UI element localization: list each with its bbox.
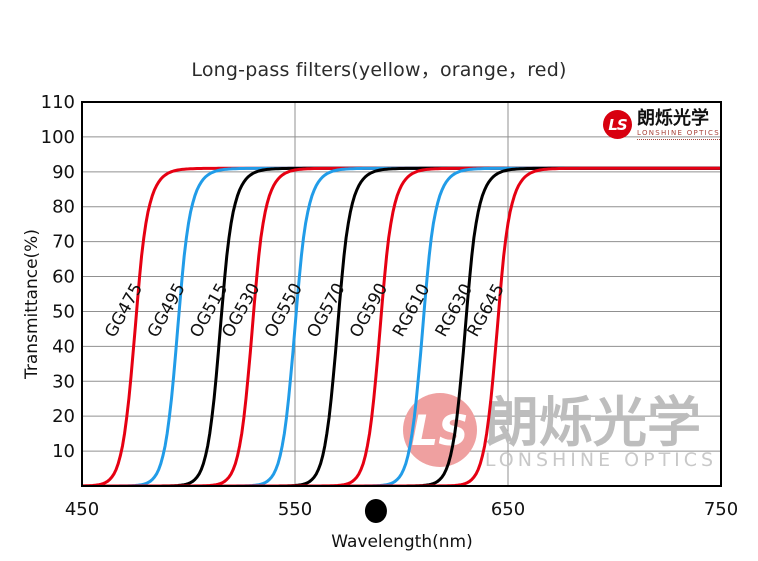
curve-label-GG475: GG475 (101, 280, 147, 341)
y-tick-100: 100 (41, 127, 75, 148)
y-tick-30: 30 (52, 371, 75, 392)
y-tick-80: 80 (52, 197, 75, 218)
brand-logo-icon: LS (603, 110, 632, 139)
brand-logo: LS 朗烁光学 LONSHINE OPTICS (603, 108, 720, 140)
plot-border (81, 101, 722, 487)
y-tick-20: 20 (52, 406, 75, 427)
curve-label-OG570: OG570 (303, 280, 349, 341)
x-tick-550: 550 (278, 499, 312, 520)
y-tick-40: 40 (52, 336, 75, 357)
curve-label-GG495: GG495 (144, 280, 190, 341)
x-tick-750: 750 (704, 499, 738, 520)
y-tick-60: 60 (52, 267, 75, 288)
y-axis-label: Transmittance(%) (22, 229, 42, 380)
grid-layer (82, 102, 721, 486)
curve-labels-layer: GG475GG495OG515OG530OG550OG570OG590RG610… (101, 280, 509, 341)
x-axis-label: Wavelength(nm) (331, 532, 472, 552)
brand-monogram: LS (608, 115, 627, 134)
curve-label-RG610: RG610 (389, 281, 434, 341)
y-tick-10: 10 (52, 441, 75, 462)
extras-layer (364, 499, 387, 523)
curve-RG645 (82, 166, 721, 486)
y-tick-90: 90 (52, 162, 75, 183)
x-tick-450: 450 (65, 499, 99, 520)
brand-name-en: LONSHINE OPTICS (637, 129, 720, 140)
y-tick-50: 50 (52, 301, 75, 322)
y-tick-70: 70 (52, 232, 75, 253)
watermark: LS 朗烁光学 LONSHINE OPTICS (403, 391, 717, 471)
brand-logo-text: 朗烁光学 LONSHINE OPTICS (637, 108, 720, 140)
brand-name-cn: 朗烁光学 (637, 108, 709, 129)
axis-marker-dot (364, 499, 387, 523)
x-tick-650: 650 (491, 499, 525, 520)
y-tick-110: 110 (41, 92, 75, 113)
curve-label-OG590: OG590 (346, 280, 392, 341)
watermark-monogram: LS (411, 406, 468, 455)
watermark-company-cn: 朗烁光学 (485, 391, 701, 454)
ticks-layer: 10 20 30 40 50 60 70 80 90 100 110 450 550 650 750 (41, 92, 739, 520)
curve-label-OG550: OG550 (261, 280, 307, 341)
watermark-company-en: LONSHINE OPTICS (485, 449, 717, 471)
curves-layer (82, 166, 721, 486)
chart-title: Long-pass filters(yellow，orange，red) (191, 59, 567, 81)
